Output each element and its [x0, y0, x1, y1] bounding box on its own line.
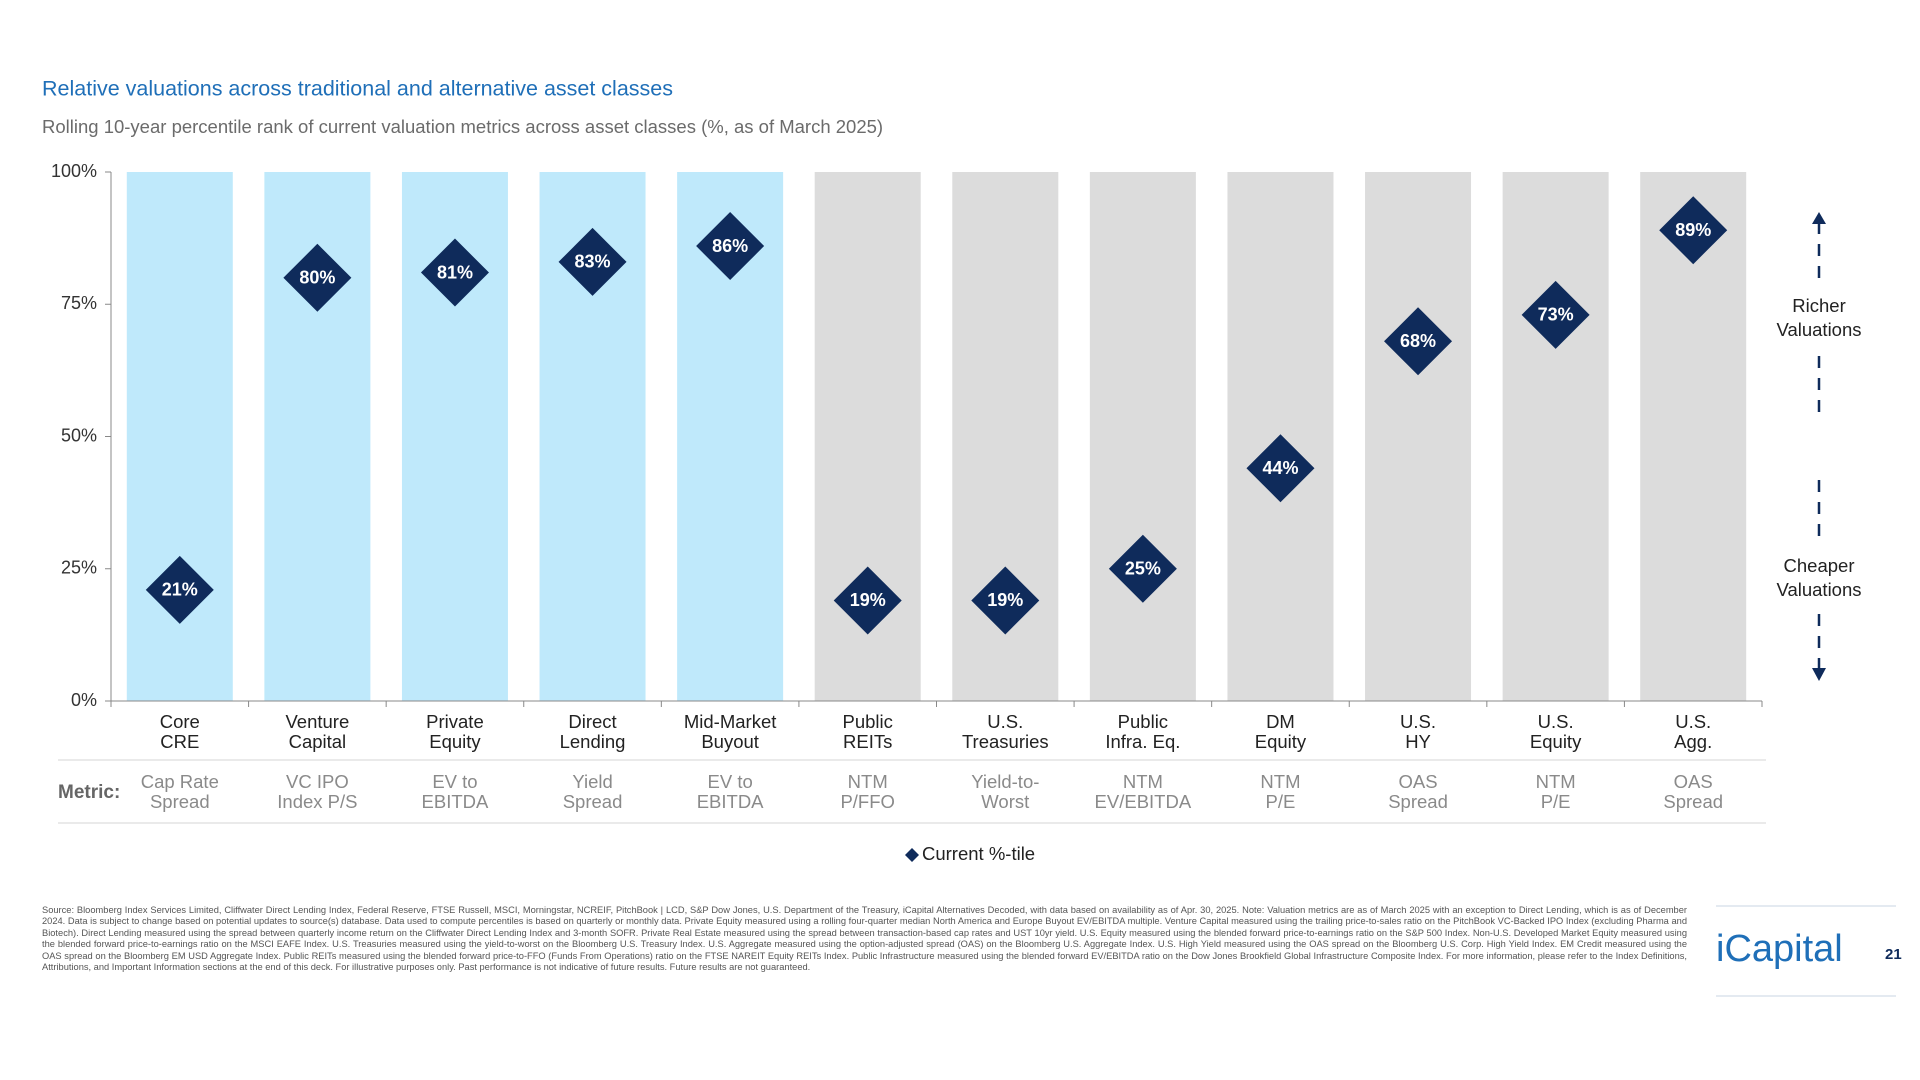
data-label: 80% — [299, 268, 335, 288]
data-label: 44% — [1262, 458, 1298, 478]
diamond-marker — [145, 555, 214, 624]
x-tick-label: U.S. — [1400, 711, 1436, 732]
metric-text: Index P/S — [277, 791, 357, 812]
x-tick-label: CRE — [160, 731, 199, 752]
annotation: Richer — [1792, 295, 1845, 316]
y-tick-label: 100% — [51, 161, 97, 181]
richer-arrow — [1812, 212, 1826, 416]
metric-text: Spread — [1663, 791, 1723, 812]
x-tick-label: Infra. Eq. — [1105, 731, 1180, 752]
metric-text: NTM — [848, 771, 888, 792]
arrow-head — [1812, 668, 1826, 681]
x-tick-label: Equity — [1530, 731, 1582, 752]
x-tick-label: DM — [1266, 711, 1295, 732]
metric-text: NTM — [1536, 771, 1576, 792]
metric-text: EV to — [432, 771, 477, 792]
category-band — [1502, 172, 1609, 701]
y-tick-label: 50% — [61, 425, 97, 445]
y-tick-label: 25% — [61, 558, 97, 578]
x-tick-label: Equity — [429, 731, 481, 752]
annotation: Valuations — [1776, 319, 1861, 340]
legend-marker — [905, 848, 919, 862]
x-tick-label: U.S. — [987, 711, 1023, 732]
category-band — [1365, 172, 1472, 701]
metric-text: EV/EBITDA — [1095, 791, 1192, 812]
annotation: Valuations — [1776, 579, 1861, 600]
diamond-marker — [1659, 196, 1728, 265]
x-tick-label: Public — [843, 711, 893, 732]
chart-title: Relative valuations across traditional a… — [42, 77, 673, 101]
diamond-marker — [696, 212, 765, 281]
data-label: 89% — [1675, 220, 1711, 240]
x-tick-label: U.S. — [1538, 711, 1574, 732]
data-label: 73% — [1538, 305, 1574, 325]
metric-text: Spread — [150, 791, 210, 812]
x-tick-label: Treasuries — [962, 731, 1049, 752]
x-tick-label: U.S. — [1675, 711, 1711, 732]
metric-text: Spread — [563, 791, 623, 812]
x-tick-label: Buyout — [701, 731, 759, 752]
arrow-head — [1812, 212, 1826, 224]
x-tick-label: Public — [1118, 711, 1168, 732]
logo: iCapital — [1716, 928, 1843, 970]
data-label: 68% — [1400, 331, 1436, 351]
diamond-marker — [1384, 307, 1453, 376]
data-label: 83% — [575, 252, 611, 272]
metric-text: Cap Rate — [141, 771, 219, 792]
data-label: 19% — [987, 590, 1023, 610]
x-tick-label: Private — [426, 711, 484, 732]
x-tick-label: HY — [1405, 731, 1431, 752]
data-label: 25% — [1125, 559, 1161, 579]
annotation: Cheaper — [1784, 555, 1855, 576]
x-tick-label: Mid-Market — [684, 711, 777, 732]
chart-subtitle: Rolling 10-year percentile rank of curre… — [42, 116, 883, 137]
y-tick-label: 75% — [61, 293, 97, 313]
x-tick-label: Equity — [1255, 731, 1307, 752]
metric-text: Yield-to- — [971, 771, 1039, 792]
metric-text: Worst — [981, 791, 1029, 812]
x-tick-label: Capital — [289, 731, 347, 752]
diamond-marker — [283, 243, 352, 312]
x-tick-label: Lending — [560, 731, 626, 752]
diamond-marker — [1246, 434, 1315, 503]
diamond-marker — [1521, 280, 1590, 349]
page-number: 21 — [1885, 946, 1902, 963]
y-tick-label: 0% — [71, 690, 97, 710]
diamond-marker — [833, 566, 902, 635]
category-band — [1089, 172, 1196, 701]
metric-label: Metric: — [58, 782, 120, 803]
metric-text: EBITDA — [697, 791, 764, 812]
source-note: Source: Bloomberg Index Services Limited… — [42, 905, 1687, 973]
x-tick-label: Agg. — [1674, 731, 1712, 752]
x-tick-label: REITs — [843, 731, 892, 752]
cheaper-arrow — [1812, 480, 1826, 681]
data-label: 19% — [850, 590, 886, 610]
metric-text: EBITDA — [422, 791, 489, 812]
metric-text: OAS — [1399, 771, 1438, 792]
data-label: 86% — [712, 236, 748, 256]
data-label: 21% — [162, 580, 198, 600]
metric-text: P/E — [1541, 791, 1571, 812]
metric-text: OAS — [1674, 771, 1713, 792]
metric-text: NTM — [1123, 771, 1163, 792]
diamond-marker — [558, 227, 627, 296]
metric-text: P/E — [1266, 791, 1296, 812]
x-tick-label: Venture — [285, 711, 349, 732]
metric-text: P/FFO — [840, 791, 894, 812]
metric-text: Yield — [572, 771, 612, 792]
x-tick-label: Core — [160, 711, 200, 732]
metric-text: Spread — [1388, 791, 1448, 812]
diamond-marker — [420, 238, 489, 307]
diamond-marker — [1108, 534, 1177, 603]
legend-label: Current %-tile — [922, 843, 1035, 864]
x-tick-label: Direct — [568, 711, 616, 732]
diamond-marker — [971, 566, 1040, 635]
metric-text: NTM — [1260, 771, 1300, 792]
data-label: 81% — [437, 262, 473, 282]
metric-text: VC IPO — [286, 771, 349, 792]
metric-text: EV to — [708, 771, 753, 792]
